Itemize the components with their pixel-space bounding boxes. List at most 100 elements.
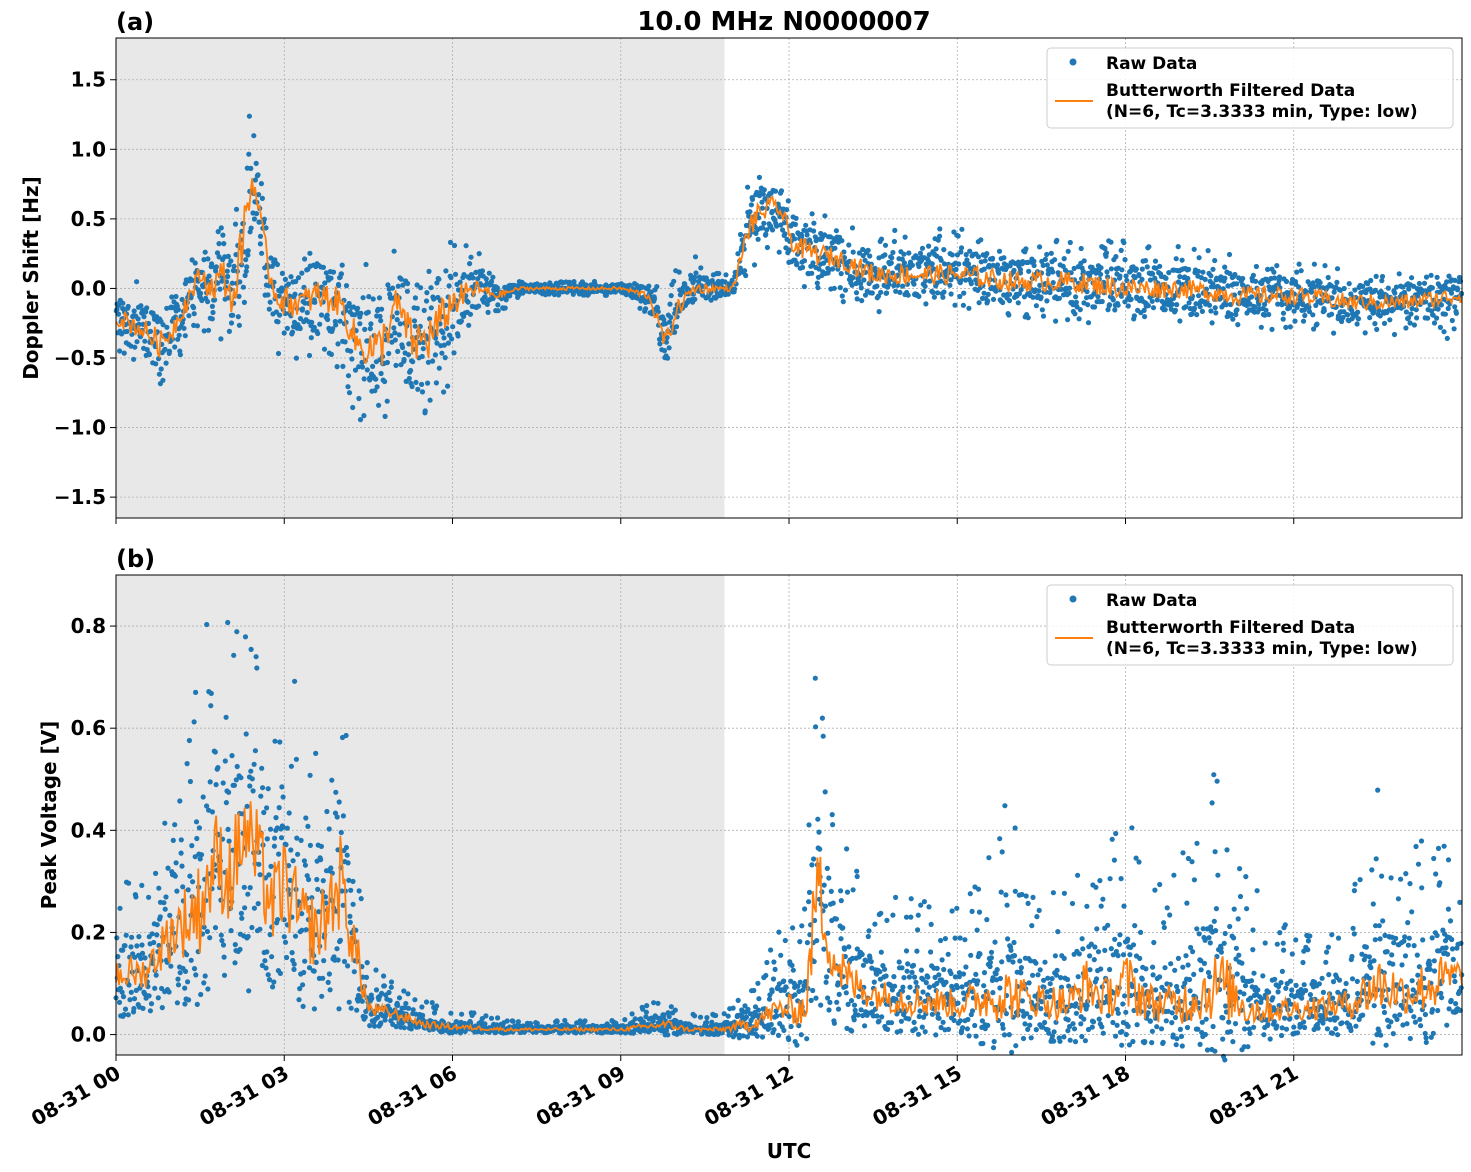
raw-point xyxy=(1280,940,1286,946)
raw-point xyxy=(723,272,729,278)
raw-point xyxy=(905,292,911,298)
raw-point xyxy=(186,313,192,319)
raw-point xyxy=(348,887,354,893)
raw-point xyxy=(959,226,965,232)
raw-point xyxy=(923,980,929,986)
raw-point xyxy=(1125,1023,1131,1029)
raw-point xyxy=(436,365,442,371)
raw-point xyxy=(370,363,376,369)
raw-point xyxy=(704,1015,710,1021)
raw-point xyxy=(1093,884,1099,890)
raw-point xyxy=(1183,953,1189,959)
raw-point xyxy=(458,318,464,324)
raw-point xyxy=(1222,930,1228,937)
raw-point xyxy=(735,997,741,1004)
panel-b-label: (b) xyxy=(116,545,155,573)
raw-point xyxy=(822,789,828,795)
raw-point xyxy=(188,957,194,963)
raw-point xyxy=(844,846,850,852)
raw-point xyxy=(1006,1032,1012,1038)
raw-point xyxy=(1234,281,1240,287)
raw-point xyxy=(253,654,259,660)
raw-point xyxy=(443,268,449,274)
raw-point xyxy=(1211,772,1217,778)
raw-point xyxy=(900,283,906,289)
raw-point xyxy=(843,990,849,996)
raw-point xyxy=(1346,281,1352,287)
raw-point xyxy=(882,252,888,258)
raw-point xyxy=(343,732,349,739)
raw-point xyxy=(1211,918,1217,924)
raw-point xyxy=(1222,1057,1228,1063)
raw-point xyxy=(218,932,224,938)
raw-point xyxy=(302,256,308,262)
raw-point xyxy=(147,1008,153,1014)
raw-point xyxy=(859,298,865,304)
raw-point xyxy=(301,969,307,976)
raw-point xyxy=(206,273,212,279)
raw-point xyxy=(410,359,416,365)
raw-point xyxy=(985,298,991,304)
raw-point xyxy=(960,302,967,308)
raw-point xyxy=(345,384,351,390)
raw-point xyxy=(248,768,254,774)
raw-point xyxy=(238,910,244,917)
raw-point xyxy=(1055,929,1061,935)
raw-point xyxy=(153,361,159,367)
raw-point xyxy=(759,1034,766,1040)
raw-point xyxy=(405,991,411,997)
raw-point xyxy=(1076,951,1082,957)
raw-point xyxy=(1108,239,1114,245)
raw-point xyxy=(892,983,898,989)
raw-point xyxy=(1033,960,1039,966)
raw-point xyxy=(401,1025,407,1031)
raw-point xyxy=(763,972,769,979)
raw-point xyxy=(189,843,195,849)
raw-point xyxy=(745,184,751,190)
raw-point xyxy=(467,311,474,317)
raw-point xyxy=(384,359,390,366)
raw-point xyxy=(1226,251,1233,258)
raw-point xyxy=(232,942,238,948)
raw-point xyxy=(643,306,649,312)
raw-point xyxy=(1026,980,1032,986)
raw-point xyxy=(808,997,814,1004)
raw-point xyxy=(1283,985,1289,991)
raw-point xyxy=(813,724,819,730)
raw-point xyxy=(872,921,878,927)
raw-point xyxy=(782,937,788,944)
raw-point xyxy=(156,371,162,377)
raw-point xyxy=(1161,920,1167,926)
raw-point xyxy=(429,1000,435,1006)
raw-point xyxy=(218,336,224,342)
raw-point xyxy=(1067,1037,1073,1043)
raw-point xyxy=(441,335,447,341)
raw-point xyxy=(345,860,351,866)
raw-point xyxy=(1172,967,1178,973)
raw-point xyxy=(488,278,495,285)
raw-point xyxy=(404,288,410,294)
raw-point xyxy=(479,268,485,274)
raw-point xyxy=(865,933,871,940)
raw-point xyxy=(1171,872,1177,878)
raw-point xyxy=(1153,987,1159,993)
raw-point xyxy=(1127,952,1133,958)
raw-point xyxy=(324,808,330,815)
raw-point xyxy=(394,310,400,316)
raw-point xyxy=(432,352,438,358)
raw-point xyxy=(716,270,722,277)
raw-point xyxy=(1034,914,1040,920)
raw-point xyxy=(451,242,458,249)
raw-point xyxy=(1037,244,1043,250)
raw-point xyxy=(146,993,152,999)
raw-point xyxy=(1123,273,1129,279)
raw-point xyxy=(1073,1001,1079,1007)
raw-point xyxy=(1289,951,1295,957)
raw-point xyxy=(204,928,210,935)
raw-point xyxy=(698,265,704,271)
raw-point xyxy=(410,1007,416,1013)
raw-point xyxy=(213,268,219,274)
y-tick-label: −0.5 xyxy=(54,346,106,370)
raw-point xyxy=(186,737,192,744)
raw-point xyxy=(1201,960,1207,967)
